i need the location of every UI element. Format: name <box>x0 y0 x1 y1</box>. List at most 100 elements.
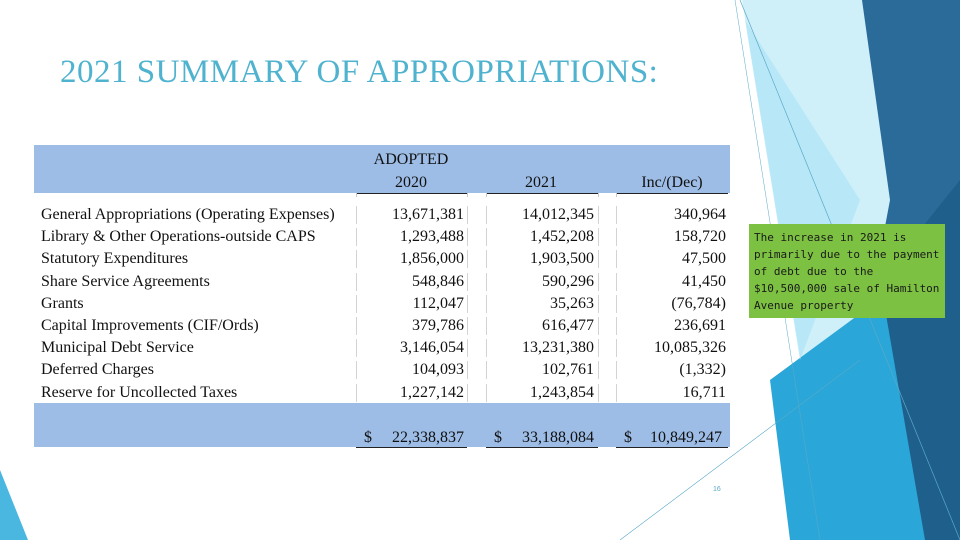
header-adopted: ADOPTED <box>373 151 449 168</box>
value-inc-dec: 16,711 <box>682 383 726 401</box>
value-inc-dec: 236,691 <box>674 316 726 334</box>
cell-divider <box>356 272 357 291</box>
explanation-note: The increase in 2021 is primarily due to… <box>749 224 945 318</box>
cell-divider <box>616 250 617 269</box>
value-inc-dec: 158,720 <box>674 228 726 246</box>
cell-divider <box>486 206 487 224</box>
header-underline <box>616 193 728 194</box>
cell-divider <box>356 339 357 358</box>
cell-divider <box>356 228 357 247</box>
total-underline <box>486 447 598 448</box>
grid-line <box>486 193 487 197</box>
cell-divider <box>467 339 468 358</box>
row-label: Reserve for Uncollected Taxes <box>41 383 238 401</box>
table-footer-band <box>34 403 730 447</box>
value-2021: 1,452,208 <box>530 228 594 246</box>
value-2021: 1,903,500 <box>530 250 594 268</box>
value-2020: 112,047 <box>412 294 464 312</box>
cell-divider <box>486 339 487 358</box>
total-underline <box>356 447 467 448</box>
cell-divider <box>467 361 468 380</box>
table-row: Reserve for Uncollected Taxes 1,227,142 … <box>34 382 730 404</box>
cell-divider <box>356 206 357 224</box>
cell-divider <box>598 272 599 291</box>
cell-divider <box>467 250 468 269</box>
value-2021: 616,477 <box>542 316 594 334</box>
cell-divider <box>616 361 617 380</box>
grid-line <box>467 193 468 197</box>
value-2020: 13,671,381 <box>392 206 464 223</box>
currency-symbol: $ <box>364 429 372 446</box>
value-2020: 104,093 <box>412 361 464 379</box>
table-row: Share Service Agreements 548,846 590,296… <box>34 271 730 293</box>
row-label: General Appropriations (Operating Expens… <box>41 206 335 223</box>
cell-divider <box>356 383 357 402</box>
grid-line <box>616 193 617 197</box>
value-2020: 1,856,000 <box>400 250 464 268</box>
cell-divider <box>486 361 487 380</box>
cell-divider <box>486 228 487 247</box>
table-body: General Appropriations (Operating Expens… <box>34 204 730 404</box>
value-2020: 1,227,142 <box>400 383 464 401</box>
cell-divider <box>598 228 599 247</box>
currency-symbol: $ <box>494 429 502 446</box>
cell-divider <box>616 228 617 247</box>
total-2021-value: 33,188,084 <box>522 429 594 446</box>
header-underline <box>486 193 598 194</box>
cell-divider <box>598 206 599 224</box>
table-row: Deferred Charges 104,093 102,761 (1,332) <box>34 359 730 381</box>
table-row: Capital Improvements (CIF/Ords) 379,786 … <box>34 315 730 337</box>
value-inc-dec: 10,085,326 <box>654 339 726 357</box>
cell-divider <box>356 294 357 313</box>
value-inc-dec: 41,450 <box>682 272 726 290</box>
cell-divider <box>598 294 599 313</box>
cell-divider <box>616 316 617 335</box>
table-row: Grants 112,047 35,263 (76,784) <box>34 293 730 315</box>
row-label: Grants <box>41 294 84 312</box>
grid-line <box>598 193 599 197</box>
value-2021: 590,296 <box>542 272 594 290</box>
table-row: Statutory Expenditures 1,856,000 1,903,5… <box>34 248 730 270</box>
value-2021: 35,263 <box>550 294 594 312</box>
total-2020-value: 22,338,837 <box>392 429 464 446</box>
cell-divider <box>356 361 357 380</box>
value-inc-dec: (1,332) <box>679 361 726 379</box>
cell-divider <box>467 272 468 291</box>
cell-divider <box>598 383 599 402</box>
cell-divider <box>616 294 617 313</box>
header-2021: 2021 <box>525 174 557 191</box>
cell-divider <box>486 294 487 313</box>
cell-divider <box>467 383 468 402</box>
deco-left-triangle <box>0 470 28 540</box>
value-2020: 1,293,488 <box>400 228 464 246</box>
header-2020: 2020 <box>395 174 427 191</box>
value-2020: 3,146,054 <box>400 339 464 357</box>
currency-symbol: $ <box>624 429 632 446</box>
cell-divider <box>616 206 617 224</box>
total-underline <box>616 447 728 448</box>
cell-divider <box>598 339 599 358</box>
deco-line <box>619 359 861 540</box>
cell-divider <box>598 361 599 380</box>
value-2020: 379,786 <box>412 316 464 334</box>
cell-divider <box>616 272 617 291</box>
value-2021: 14,012,345 <box>522 206 594 223</box>
cell-divider <box>467 316 468 335</box>
cell-divider <box>467 206 468 224</box>
appropriations-table: ADOPTED 2020 2021 Inc/(Dec) General Appr… <box>34 145 730 448</box>
value-2021: 102,761 <box>542 361 594 379</box>
value-2020: 548,846 <box>412 272 464 290</box>
cell-divider <box>486 383 487 402</box>
page-number: 16 <box>713 486 721 493</box>
row-label: Capital Improvements (CIF/Ords) <box>41 316 259 334</box>
value-inc-dec: 340,964 <box>674 206 726 223</box>
cell-divider <box>356 316 357 335</box>
table-header-band <box>34 145 730 193</box>
grid-line <box>356 193 357 197</box>
header-inc-dec: Inc/(Dec) <box>641 174 703 191</box>
cell-divider <box>467 294 468 313</box>
cell-divider <box>356 250 357 269</box>
cell-divider <box>486 316 487 335</box>
cell-divider <box>486 272 487 291</box>
cell-divider <box>598 316 599 335</box>
